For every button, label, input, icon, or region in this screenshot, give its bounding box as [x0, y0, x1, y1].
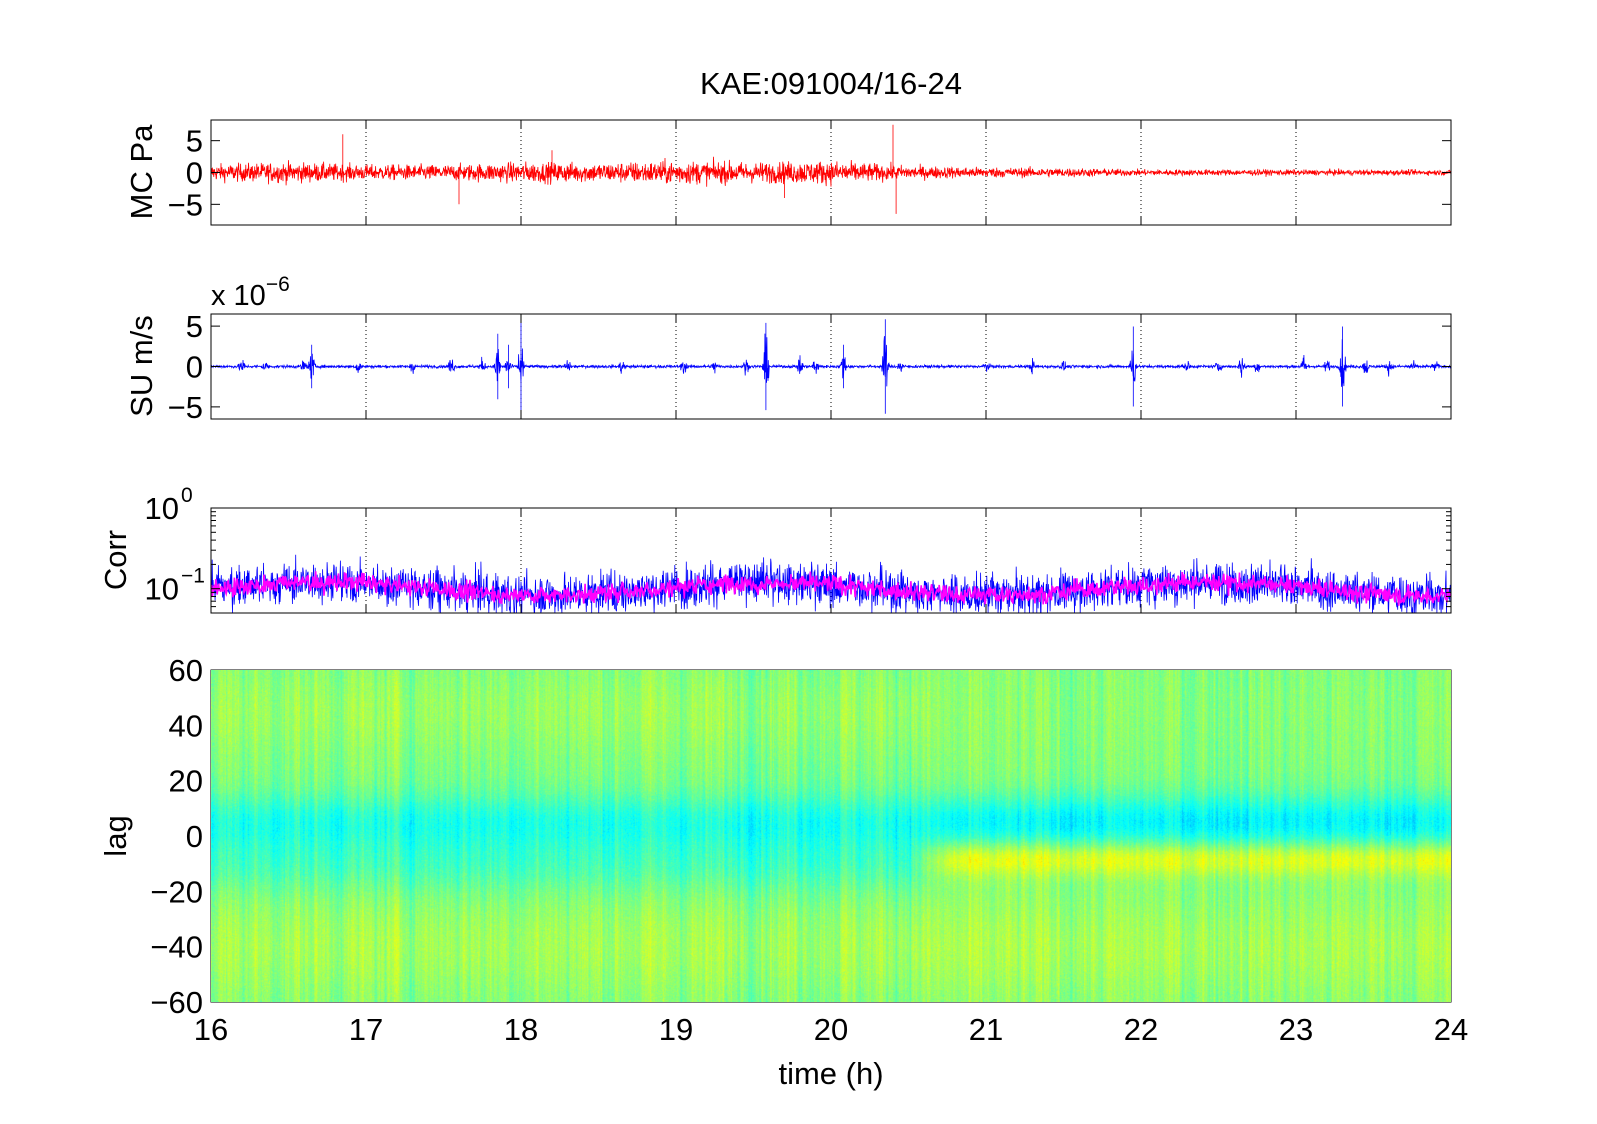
- x-tick-label: 19: [659, 1012, 693, 1047]
- x-tick-label: 22: [1124, 1012, 1158, 1047]
- seismic-trace: [211, 319, 1451, 414]
- pressure-trace: [211, 124, 1451, 214]
- figure-title: KAE:091004/16-24: [700, 66, 962, 101]
- y-tick-label: −5: [168, 187, 203, 222]
- ylabel-seismic: SU m/s: [124, 315, 159, 417]
- x-tick-label: 16: [194, 1012, 228, 1047]
- y-tick-label: −60: [150, 985, 203, 1020]
- exponent-power: −6: [266, 273, 290, 296]
- y-tick-label: 20: [169, 764, 203, 799]
- y-tick-label: 5: [186, 124, 203, 159]
- grid-correlation: [365, 508, 1297, 613]
- y-tick-label: 0: [186, 350, 203, 385]
- y-tick-label: −5: [168, 390, 203, 425]
- yticks-seismic: 5 0 −5: [168, 309, 1451, 425]
- y-tick-label: 0: [186, 156, 203, 191]
- ylabel-lag: lag: [98, 815, 133, 856]
- x-tick-label: 20: [814, 1012, 848, 1047]
- xticks-pressure: [210, 120, 1452, 225]
- y-tick-label: 40: [169, 708, 203, 743]
- xticks-lag: 16 17 18 19 20 21 22 23 24: [194, 670, 1468, 1047]
- x-tick-label: 18: [504, 1012, 538, 1047]
- panel-pressure: 50−5 MC Pa: [124, 119, 1452, 226]
- y-tick-label: 10: [145, 491, 179, 526]
- ylabel-correlation: Corr: [98, 530, 133, 590]
- correlation-trace-magenta: [211, 571, 1451, 606]
- y-tick-label: −40: [150, 930, 203, 965]
- lag-heatmap: [211, 670, 1451, 1002]
- y-tick-label: 10: [145, 572, 179, 607]
- panel-seismic: 5 0 −5 x 10−6 SU m/s: [124, 273, 1452, 425]
- x-tick-label: 23: [1279, 1012, 1313, 1047]
- y-tick-exponent: −1: [181, 565, 205, 588]
- exponent-base: x 10: [211, 280, 266, 312]
- ylabel-pressure: MC Pa: [124, 124, 159, 220]
- xticks-seismic: [210, 314, 1452, 419]
- y-tick-exponent: 0: [181, 484, 193, 507]
- yticks-pressure: 50−5: [168, 124, 1451, 222]
- y-tick-label: 60: [169, 653, 203, 688]
- y-tick-label: −20: [150, 874, 203, 909]
- xticks-correlation: [210, 508, 1452, 613]
- y-tick-label: 5: [186, 309, 203, 344]
- exponent-label: x 10−6: [211, 273, 290, 312]
- x-axis-label: time (h): [778, 1056, 883, 1091]
- x-tick-label: 17: [349, 1012, 383, 1047]
- x-tick-label: 24: [1434, 1012, 1468, 1047]
- y-tick-label: 0: [186, 819, 203, 854]
- x-tick-label: 21: [969, 1012, 1003, 1047]
- yticks-lag: 60 40 20 0 −20 −40 −60: [150, 653, 220, 1020]
